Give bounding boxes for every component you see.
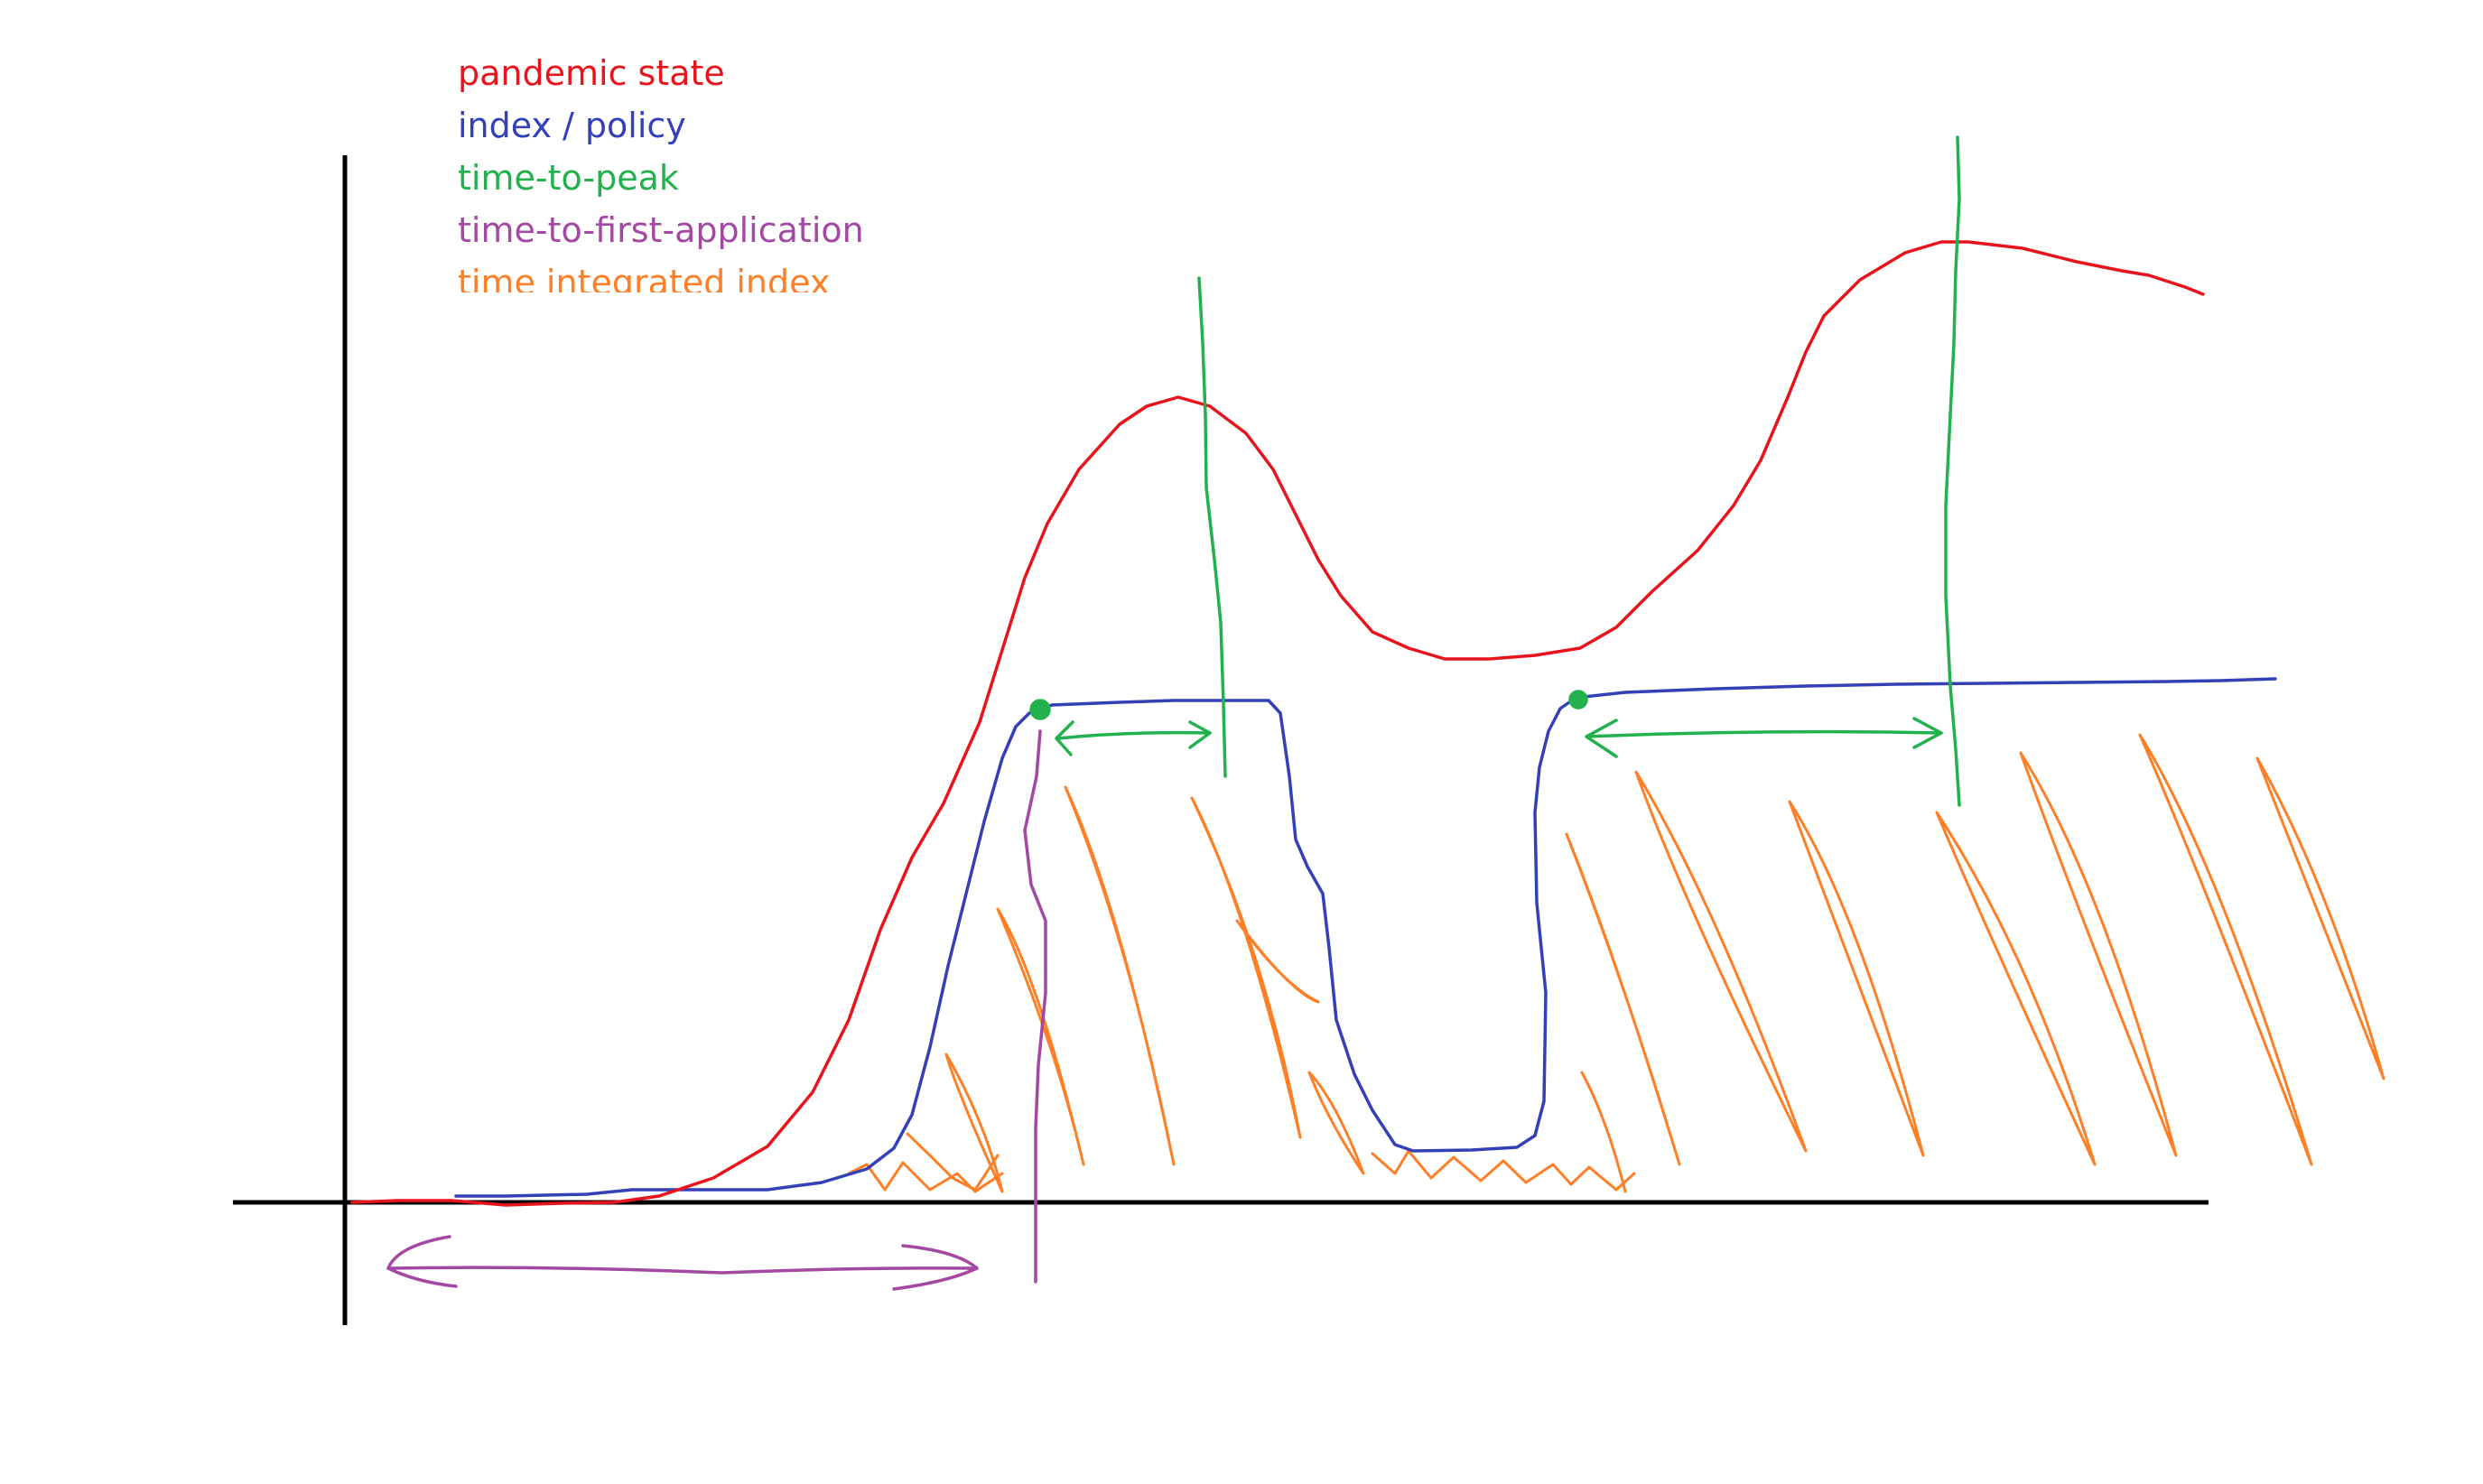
time-integrated-index-hatching — [847, 733, 2385, 1193]
time-to-first-application-marker — [386, 729, 1047, 1291]
index-policy-curve — [454, 677, 2277, 1198]
legend-item-time-to-peak: time-to-peak — [458, 158, 679, 198]
legend-item-pandemic-state: pandemic state — [458, 53, 725, 93]
pandemic-state-curve — [350, 240, 2205, 1207]
legend-item-time-to-first-application: time-to-first-application — [458, 210, 864, 250]
legend-item-time-integrated-index: time integrated index — [458, 263, 831, 292]
legend: pandemic state index / policy time-to-pe… — [458, 47, 864, 292]
legend-item-index-policy: index / policy — [458, 106, 686, 145]
time-to-peak-markers — [1029, 135, 1961, 807]
